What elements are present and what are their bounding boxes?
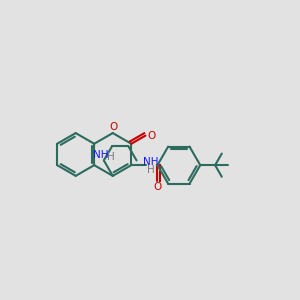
Text: NH: NH xyxy=(143,157,159,167)
Text: O: O xyxy=(148,130,156,141)
Text: O: O xyxy=(110,122,118,131)
Text: H: H xyxy=(147,165,155,175)
Text: NH: NH xyxy=(92,150,108,160)
Text: H: H xyxy=(106,152,114,162)
Text: O: O xyxy=(153,182,162,192)
